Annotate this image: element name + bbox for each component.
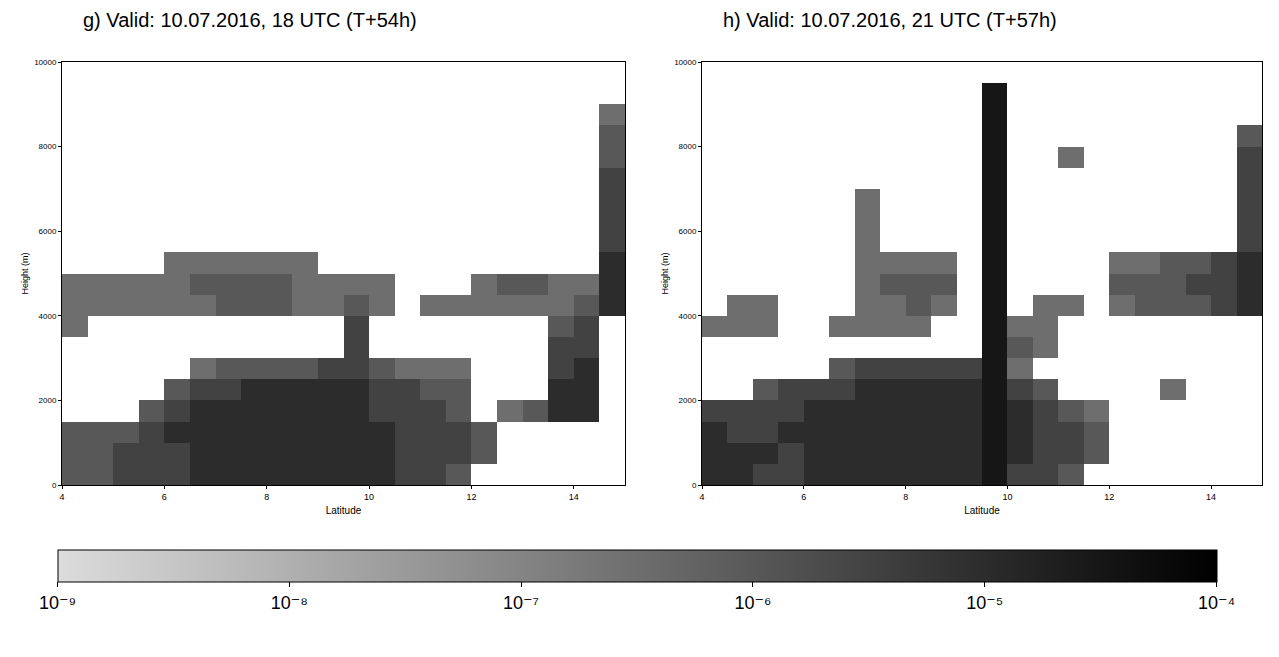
svg-text:6000: 6000 [679, 227, 697, 236]
svg-text:h) Valid: 10.07.2016, 21 UTC (: h) Valid: 10.07.2016, 21 UTC (T+57h) [723, 9, 1057, 31]
svg-text:10⁻⁴: 10⁻⁴ [1198, 593, 1235, 613]
svg-text:14: 14 [1206, 492, 1216, 502]
svg-text:4: 4 [59, 492, 64, 502]
svg-text:6: 6 [162, 492, 167, 502]
svg-text:10⁻⁶: 10⁻⁶ [734, 593, 771, 613]
svg-text:2000: 2000 [39, 396, 57, 405]
svg-text:10: 10 [364, 492, 374, 502]
svg-text:10000: 10000 [34, 58, 57, 67]
svg-text:0: 0 [692, 481, 697, 490]
svg-text:8: 8 [264, 492, 269, 502]
svg-text:Latitude: Latitude [964, 505, 1000, 516]
svg-text:12: 12 [1104, 492, 1114, 502]
svg-text:8000: 8000 [39, 142, 57, 151]
svg-text:10: 10 [1002, 492, 1012, 502]
svg-text:4: 4 [699, 492, 704, 502]
svg-text:6000: 6000 [39, 227, 57, 236]
svg-text:g) Valid: 10.07.2016, 18 UTC (: g) Valid: 10.07.2016, 18 UTC (T+54h) [83, 9, 417, 31]
svg-text:0: 0 [52, 481, 57, 490]
svg-text:10000: 10000 [674, 58, 697, 67]
svg-text:14: 14 [569, 492, 579, 502]
svg-text:6: 6 [801, 492, 806, 502]
svg-text:8000: 8000 [679, 142, 697, 151]
svg-text:8: 8 [903, 492, 908, 502]
svg-text:10⁻⁸: 10⁻⁸ [271, 593, 308, 613]
svg-text:10⁻⁹: 10⁻⁹ [39, 593, 76, 613]
svg-text:4000: 4000 [679, 312, 697, 321]
svg-text:10⁻⁵: 10⁻⁵ [966, 593, 1003, 613]
svg-text:12: 12 [466, 492, 476, 502]
svg-text:10⁻⁷: 10⁻⁷ [503, 593, 539, 613]
svg-text:Latitude: Latitude [326, 505, 362, 516]
svg-text:Height (m): Height (m) [20, 252, 30, 294]
svg-text:4000: 4000 [39, 312, 57, 321]
svg-text:Height (m): Height (m) [660, 252, 670, 294]
svg-text:2000: 2000 [679, 396, 697, 405]
